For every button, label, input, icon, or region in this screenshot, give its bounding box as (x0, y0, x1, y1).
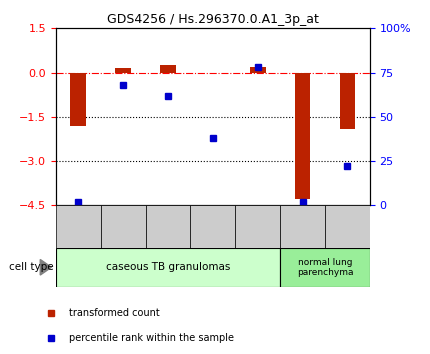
Bar (146, 205, 190, 248)
Bar (160, 65, 176, 73)
Bar (56, 248, 280, 287)
Bar (250, 67, 266, 73)
Bar (115, 68, 131, 73)
Bar (280, 248, 370, 287)
Bar (56, 205, 101, 248)
Text: transformed count: transformed count (70, 308, 160, 318)
Bar (280, 205, 325, 248)
Bar (235, 205, 280, 248)
Polygon shape (40, 259, 52, 275)
Bar (190, 205, 235, 248)
Bar (340, 73, 355, 129)
Text: cell type: cell type (9, 262, 53, 272)
Text: normal lung
parenchyma: normal lung parenchyma (297, 258, 353, 277)
Text: caseous TB granulomas: caseous TB granulomas (106, 262, 230, 272)
Bar (71, 73, 86, 126)
Text: percentile rank within the sample: percentile rank within the sample (70, 333, 234, 343)
Bar (101, 205, 146, 248)
Bar (325, 205, 370, 248)
Title: GDS4256 / Hs.296370.0.A1_3p_at: GDS4256 / Hs.296370.0.A1_3p_at (107, 13, 319, 26)
Bar (295, 73, 310, 199)
